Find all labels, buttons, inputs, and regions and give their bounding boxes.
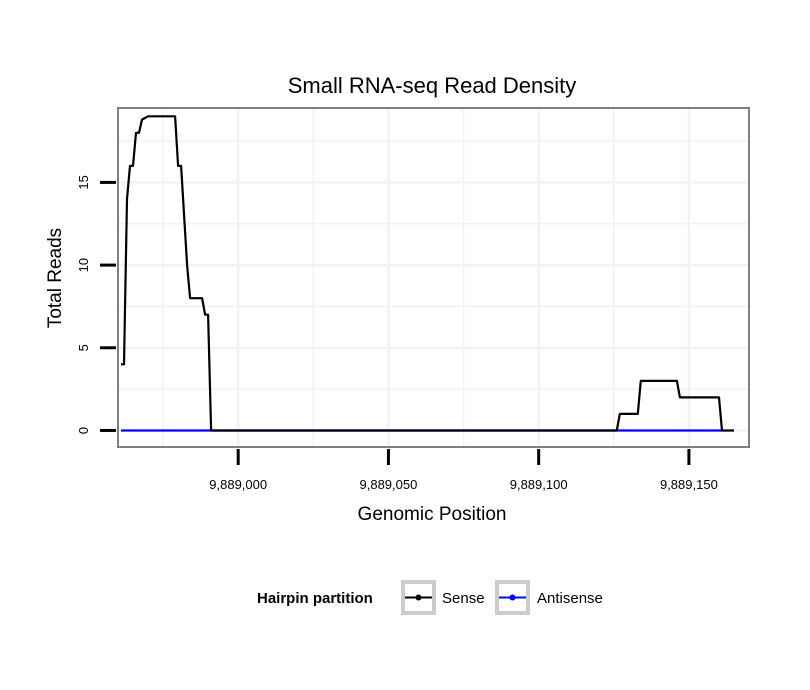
- x-axis: 9,889,000 9,889,050 9,889,100 9,889,150: [209, 449, 718, 492]
- legend-item-sense[interactable]: Sense: [403, 582, 485, 613]
- x-tick-label: 9,889,100: [510, 477, 568, 492]
- legend-label: Sense: [442, 590, 485, 607]
- x-tick-label: 9,889,000: [209, 477, 267, 492]
- y-tick-label: 10: [76, 258, 91, 272]
- legend-key-point: [416, 595, 422, 601]
- legend-title: Hairpin partition: [257, 590, 373, 607]
- legend-item-antisense[interactable]: Antisense: [497, 582, 603, 613]
- y-axis-title: Total Reads: [45, 228, 66, 328]
- y-tick-label: 5: [76, 344, 91, 351]
- y-axis: 0 5 10 15: [76, 175, 116, 434]
- x-tick-label: 9,889,050: [360, 477, 418, 492]
- chart: Small RNA-seq Read Density 9,889,000 9,88…: [0, 0, 810, 690]
- x-tick-label: 9,889,150: [660, 477, 718, 492]
- y-tick-label: 15: [76, 175, 91, 189]
- chart-title: Small RNA-seq Read Density: [288, 73, 577, 98]
- y-tick-label: 0: [76, 427, 91, 434]
- legend-label: Antisense: [537, 590, 603, 607]
- legend-key-point: [510, 595, 516, 601]
- legend: Hairpin partition Sense Antisense: [257, 582, 603, 613]
- plot-panel: [118, 108, 749, 447]
- x-axis-title: Genomic Position: [358, 504, 507, 525]
